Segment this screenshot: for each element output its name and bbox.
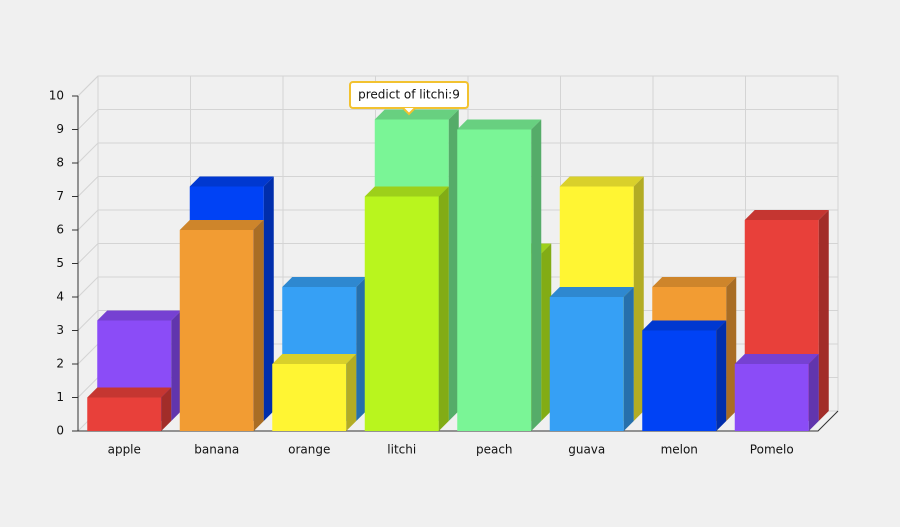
grid-line [77,75,838,97]
bar [642,330,717,431]
bar-side [726,277,737,421]
bar-top [457,119,542,130]
bar-top [734,354,819,364]
bar-side [808,354,819,431]
bar [364,196,439,431]
bar-side [541,243,552,421]
bar-side [448,109,459,421]
bar-side [161,387,172,431]
bar-side [818,210,829,421]
grid-line [77,109,838,130]
bar-side [253,220,264,431]
bar-top [272,354,357,364]
y-tick-label: 7 [56,189,64,203]
x-tick-label: banana [194,443,239,457]
x-tick-label: orange [288,443,330,457]
bar-side [531,119,542,431]
y-tick-label: 6 [56,223,64,237]
bar-top [652,277,737,287]
bar-top [374,109,459,120]
y-tick-label: 1 [56,390,64,404]
x-tick-label: Pomelo [750,443,794,457]
y-tick-label: 9 [56,122,64,136]
bar [457,129,532,431]
y-tick-label: 0 [56,424,64,438]
bar [734,364,809,431]
tooltip: predict of litchi:9 [349,81,469,116]
x-tick-label: apple [108,443,141,457]
bar-top [744,210,829,220]
bar-side [171,310,182,421]
y-tick-label: 3 [56,323,64,337]
bar-side [623,287,634,431]
bar-side [346,354,357,431]
y-tick-label: 8 [56,156,64,170]
grid-line [77,142,838,164]
y-tick-label: 2 [56,357,64,371]
bar-top [189,176,274,187]
tooltip-text: predict of litchi:9 [358,88,460,102]
y-tick-label: 5 [56,256,64,270]
bar-top [559,176,644,187]
bar [549,297,624,431]
bar-top [364,186,449,197]
x-tick-label: guava [568,443,605,457]
tooltip-pointer [402,107,416,116]
bar-top [87,387,172,398]
bar [179,230,254,431]
bar-side [716,320,727,431]
y-tick-label: 10 [49,89,64,103]
x-tick-label: peach [476,443,513,457]
bar-top [549,287,634,297]
bar-top [97,310,182,321]
x-tick-label: melon [661,443,698,457]
x-tick-label: litchi [387,443,416,457]
bar [87,397,162,431]
y-tick-label: 4 [56,290,64,304]
bar-side [438,186,449,431]
bar [272,364,347,431]
bar-top [282,277,367,287]
bar-top [179,220,264,230]
bar-side [356,277,367,421]
bar-side [263,176,274,421]
bar-side [633,176,644,421]
bar-top [642,320,727,331]
